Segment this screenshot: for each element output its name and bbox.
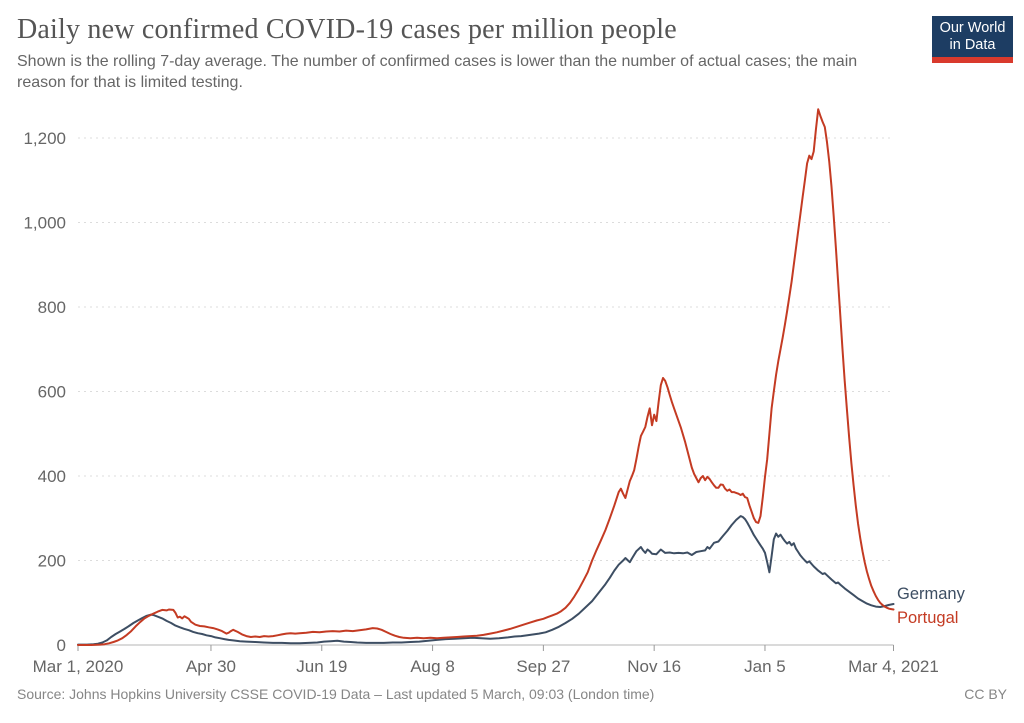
y-axis-label-200: 200 [38, 552, 66, 571]
owid-logo-line2: in Data [949, 36, 996, 53]
x-axis-label: Nov 16 [627, 657, 681, 676]
y-axis-label-600: 600 [38, 383, 66, 402]
series-line-germany[interactable] [77, 515, 895, 646]
page-title: Daily new confirmed COVID-19 cases per m… [17, 14, 677, 45]
owid-logo[interactable]: Our World in Data [932, 16, 1013, 63]
series-label-germany[interactable]: Germany [897, 585, 965, 603]
chart-subtitle: Shown is the rolling 7-day average. The … [17, 53, 858, 91]
owid-logo-line1: Our World [939, 19, 1006, 36]
source-note: Source: Johns Hopkins University CSSE CO… [17, 686, 655, 702]
series-line-portugal[interactable] [77, 108, 895, 646]
x-axis-label: Jan 5 [744, 657, 786, 676]
x-axis-label: Apr 30 [186, 657, 236, 676]
x-axis-label: Mar 1, 2020 [33, 657, 124, 676]
y-axis-label-1000: 1,000 [23, 214, 66, 233]
x-axis-label: Sep 27 [516, 657, 570, 676]
y-axis-label-400: 400 [38, 467, 66, 486]
y-axis-label-1200: 1,200 [23, 129, 66, 148]
x-axis-label: Mar 4, 2021 [848, 657, 939, 676]
logo-accent-bar [932, 57, 1013, 63]
series-label-portugal[interactable]: Portugal [897, 609, 959, 627]
license-link[interactable]: CC BY [964, 686, 1007, 702]
x-axis-label: Aug 8 [410, 657, 454, 676]
owid-logo-text: Our World in Data [932, 16, 1013, 57]
x-axis-label: Jun 19 [296, 657, 347, 676]
y-axis-label-0: 0 [57, 636, 66, 655]
y-axis-label-800: 800 [38, 298, 66, 317]
